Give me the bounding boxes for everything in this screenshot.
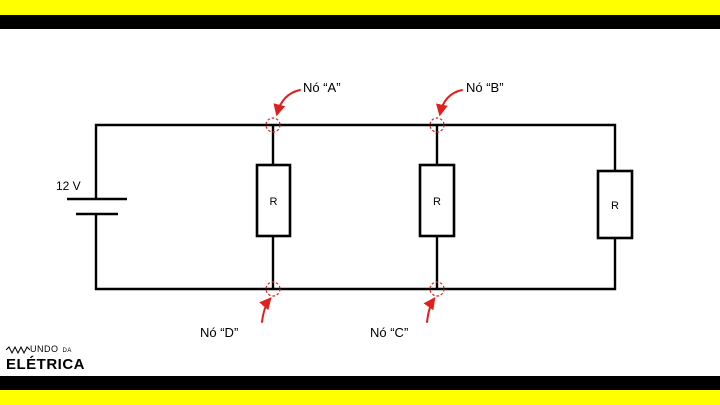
node-b-label: Nó “B” (466, 80, 504, 95)
logo-bottom-word: ELÉTRICA (6, 356, 85, 373)
top-rail-wire (94, 123, 617, 199)
node-a-marker (265, 117, 281, 133)
resistor-1-label: R (270, 196, 278, 208)
resistor-3: R (596, 169, 634, 240)
resistor-1: R (255, 163, 292, 238)
source-voltage-label: 12 V (56, 179, 81, 193)
logo-top-small: DA (62, 348, 72, 354)
node-c-label: Nó “C” (370, 325, 408, 340)
resistor-2: R (418, 163, 456, 238)
bottom-black-band (0, 376, 720, 390)
node-b-arrow (436, 89, 463, 117)
zigzag-icon (6, 345, 30, 354)
battery-symbol (67, 197, 127, 216)
logo-top-line: UNDO DA (6, 344, 72, 354)
resistor-2-label: R (433, 196, 441, 208)
logo-top-word: UNDO (30, 344, 59, 354)
node-c-arrow (423, 297, 436, 323)
resistor-3-label: R (611, 200, 619, 212)
node-a-arrow (273, 89, 301, 117)
node-b-marker (429, 117, 445, 133)
node-d-arrow (259, 297, 272, 323)
mundo-da-eletrica-logo: UNDO DA ELÉTRICA (6, 344, 126, 376)
bottom-yellow-band (0, 390, 720, 405)
bottom-rail-wire (94, 214, 617, 291)
node-c-marker (429, 281, 445, 297)
top-black-band (0, 15, 720, 29)
node-a-label: Nó “A” (303, 80, 341, 95)
node-d-label: Nó “D” (200, 325, 238, 340)
circuit-wires (94, 123, 617, 291)
node-d-marker (265, 281, 281, 297)
top-yellow-band (0, 0, 720, 15)
